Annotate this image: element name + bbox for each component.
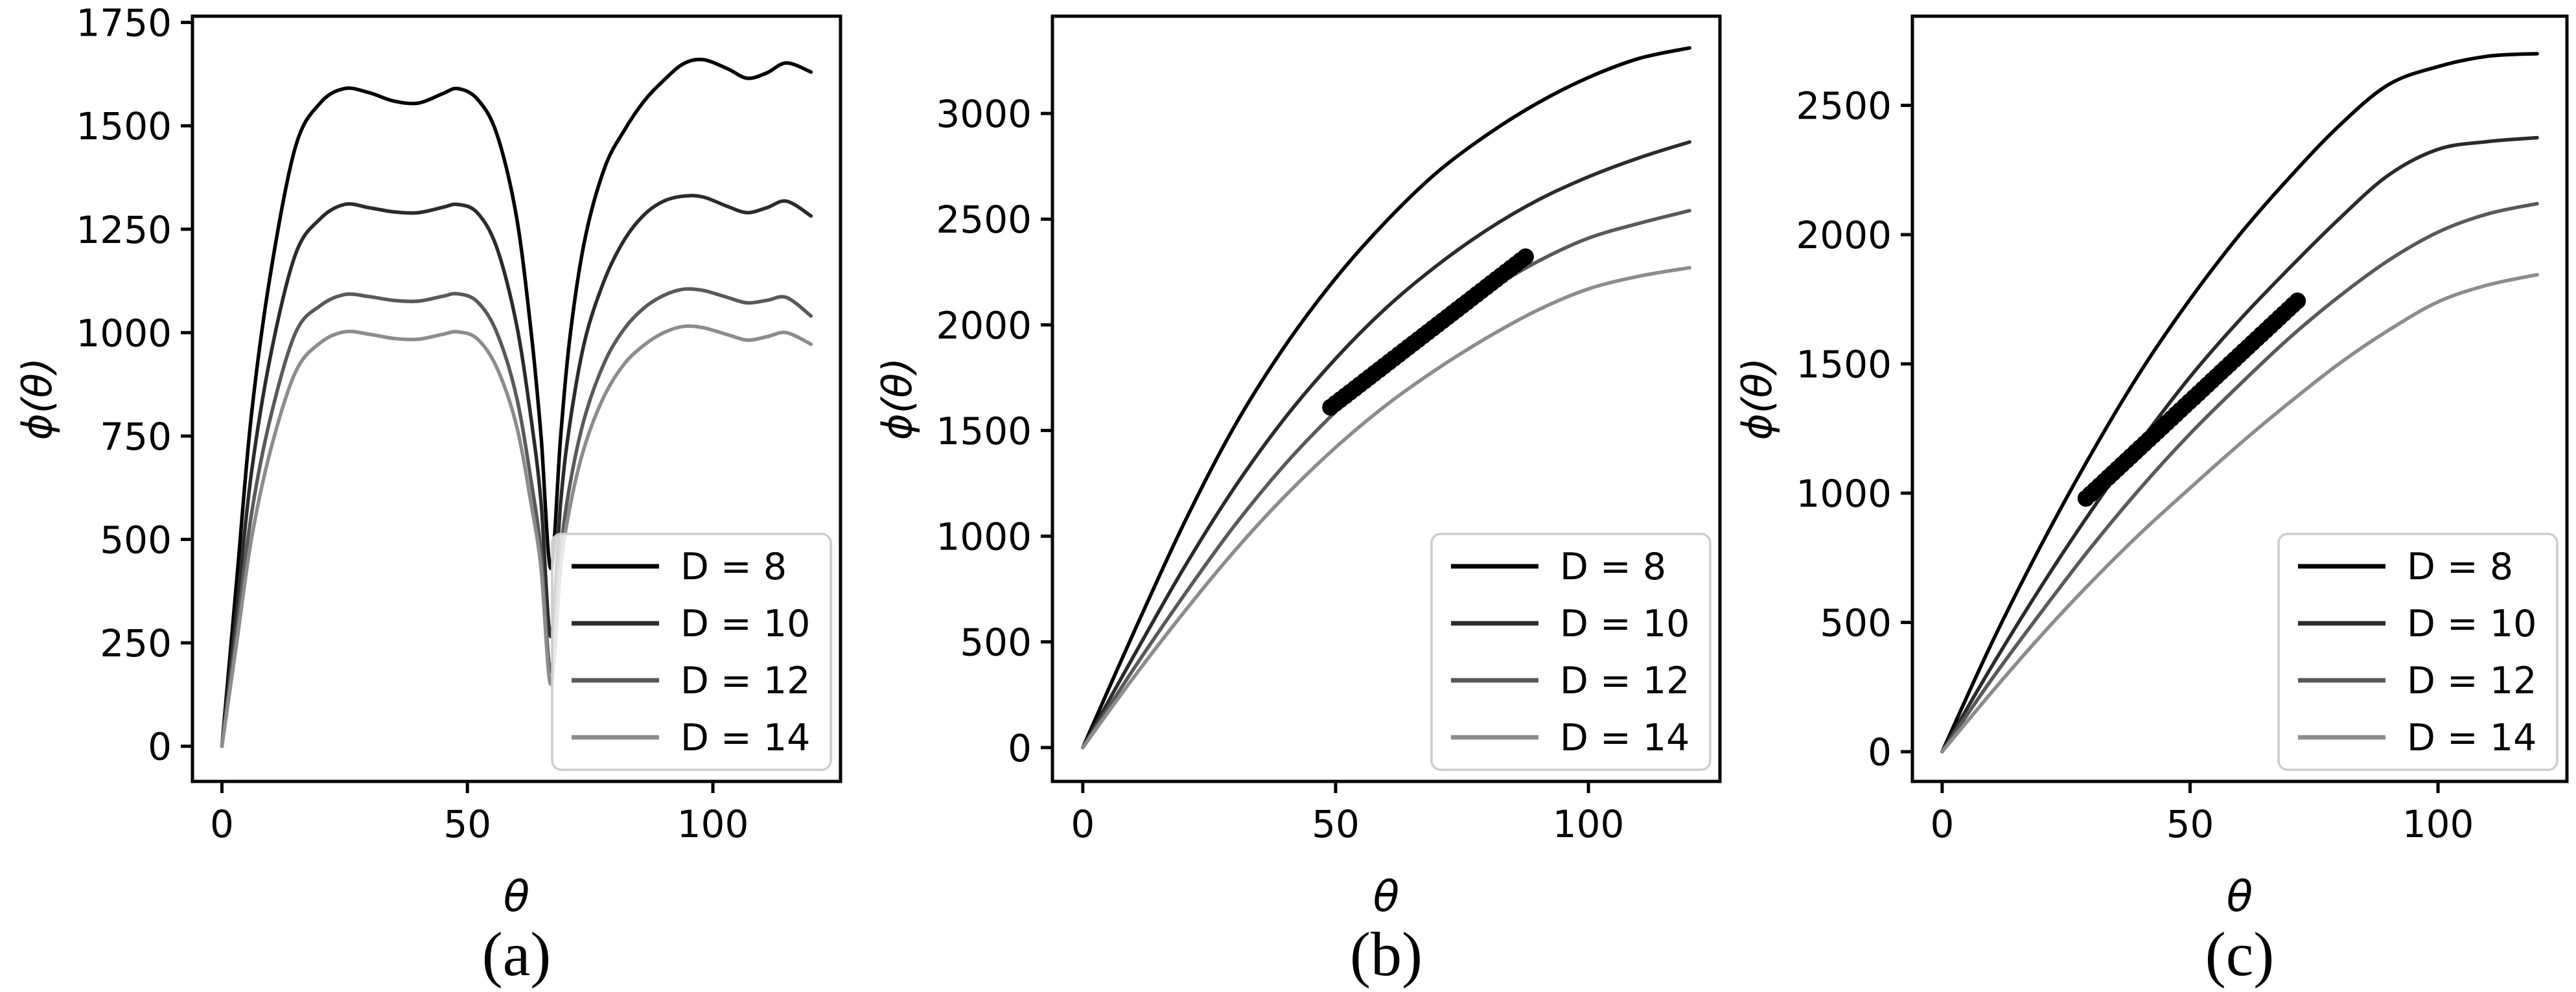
legend: D = 8 D = 10 D = 12 D = 14 — [1430, 533, 1712, 771]
curve-D=10 — [1081, 140, 1691, 750]
legend-label: D = 10 — [680, 603, 810, 645]
curve-D=12 — [220, 287, 813, 748]
curve-D=8 — [220, 57, 813, 748]
legend-box — [2277, 533, 2559, 771]
legend: D = 8 D = 10 D = 12 D = 14 — [551, 533, 832, 771]
legend-label: D = 12 — [2407, 660, 2536, 702]
curve-D=14 — [220, 324, 813, 748]
y-tick-label: 2500 — [1796, 84, 1892, 128]
curve-D=14 — [1081, 266, 1691, 750]
legend-label: D = 8 — [680, 546, 787, 588]
y-tick-label: 500 — [100, 518, 172, 562]
y-tick-label: 1000 — [936, 515, 1032, 559]
axes-spines — [1910, 14, 2569, 783]
y-tick-label: 3000 — [936, 92, 1032, 136]
legend-label: D = 10 — [2407, 603, 2536, 645]
x-axis-label: θ — [1373, 871, 1399, 921]
axes-spines — [1050, 14, 1722, 783]
x-tick-label: 100 — [677, 802, 749, 846]
legend-box — [551, 533, 832, 771]
y-tick-label: 1750 — [76, 1, 172, 45]
y-axis-label: ϕ(θ) — [874, 358, 921, 440]
x-tick-label: 100 — [2402, 802, 2474, 846]
panel-b: 0 50 100050010001500200025003000θϕ(θ)(b)D … — [874, 14, 1722, 989]
x-axis-label: θ — [2227, 871, 2253, 921]
panel-sublabel: (b) — [1350, 919, 1422, 989]
x-tick-label: 0 — [1071, 802, 1095, 846]
y-tick-label: 1000 — [76, 311, 172, 355]
curve-D=8 — [1081, 46, 1691, 750]
legend-box — [1430, 533, 1712, 771]
y-tick-label: 0 — [1008, 726, 1032, 770]
y-tick-label: 1500 — [76, 104, 172, 148]
x-tick-label: 50 — [2166, 802, 2214, 846]
y-tick-label: 500 — [960, 621, 1032, 665]
x-tick-label: 50 — [1312, 802, 1360, 846]
legend-label: D = 14 — [1560, 717, 1689, 759]
curve-D=10 — [1940, 135, 2539, 754]
legend-label: D = 14 — [680, 717, 810, 759]
y-tick-label: 250 — [100, 621, 172, 665]
x-tick-label: 100 — [1553, 802, 1625, 846]
x-tick-label: 0 — [210, 802, 234, 846]
y-tick-label: 1250 — [76, 208, 172, 252]
y-tick-label: 2500 — [936, 198, 1032, 242]
legend: D = 8 D = 10 D = 12 D = 14 — [2277, 533, 2559, 771]
x-tick-label: 50 — [443, 802, 491, 846]
y-tick-label: 0 — [148, 725, 172, 769]
y-tick-label: 500 — [1820, 601, 1892, 645]
curve-D=14 — [1940, 273, 2539, 754]
legend-label: D = 8 — [2407, 546, 2513, 588]
curve-D=10 — [220, 194, 813, 748]
panel-a: 0 50 10002505007501000125015001750θϕ(θ)(a)… — [14, 1, 842, 989]
legend-label: D = 10 — [1560, 603, 1689, 645]
legend-label: D = 8 — [1560, 546, 1666, 588]
curve-D=12 — [1940, 202, 2539, 754]
legend-label: D = 12 — [680, 660, 810, 702]
y-tick-label: 2000 — [1796, 213, 1892, 257]
y-tick-label: 750 — [100, 415, 172, 459]
panel-sublabel: (a) — [482, 919, 551, 989]
y-axis-label: ϕ(θ) — [1734, 358, 1781, 440]
y-tick-label: 0 — [1868, 730, 1892, 774]
y-tick-label: 1500 — [1796, 343, 1892, 387]
panel-sublabel: (c) — [2205, 919, 2275, 989]
curve-D=8 — [1940, 52, 2539, 754]
axes-spines — [191, 14, 842, 783]
legend-label: D = 12 — [1560, 660, 1689, 702]
y-tick-label: 2000 — [936, 303, 1032, 347]
dotted-marker-segment — [1322, 246, 1537, 416]
y-tick-label: 1000 — [1796, 472, 1892, 516]
x-tick-label: 0 — [1930, 802, 1954, 846]
dotted-marker-segment — [2077, 290, 2308, 507]
y-axis-label: ϕ(θ) — [14, 358, 61, 440]
y-tick-label: 1500 — [936, 409, 1032, 453]
legend-label: D = 14 — [2407, 717, 2536, 759]
x-axis-label: θ — [504, 871, 529, 921]
